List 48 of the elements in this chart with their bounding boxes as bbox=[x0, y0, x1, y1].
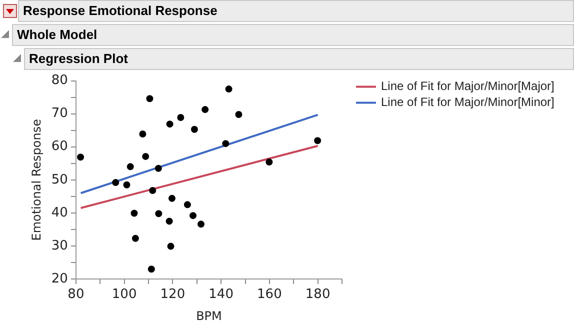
point bbox=[167, 242, 174, 250]
point bbox=[130, 210, 138, 217]
x-tick-label: 100 bbox=[112, 287, 137, 302]
y-tick-label: 40 bbox=[51, 205, 68, 220]
point bbox=[190, 126, 198, 133]
point bbox=[77, 154, 84, 161]
chart-title: Response Emotional Response bbox=[18, 0, 574, 22]
point bbox=[184, 201, 191, 208]
x-tick-label: 80 bbox=[68, 287, 84, 302]
point bbox=[225, 86, 232, 93]
legend-label: Line of Fit for Major/Minor[Major] bbox=[381, 79, 554, 94]
point bbox=[197, 220, 204, 228]
point bbox=[177, 114, 184, 121]
y-tick-label: 30 bbox=[51, 238, 68, 254]
point bbox=[166, 120, 174, 128]
point bbox=[132, 234, 139, 242]
point bbox=[149, 186, 156, 194]
chart-subtitle: Whole Model bbox=[12, 24, 574, 46]
y-axis-title: Emotional Response bbox=[29, 119, 44, 241]
point bbox=[146, 95, 154, 102]
point bbox=[155, 210, 162, 218]
point bbox=[142, 152, 150, 160]
legend-label: Line of Fit for Major/Minor[Minor] bbox=[381, 95, 554, 110]
x-tick-label: 120 bbox=[160, 287, 186, 302]
point bbox=[235, 110, 242, 118]
point bbox=[126, 163, 134, 170]
point bbox=[139, 130, 146, 138]
x-tick-label: 140 bbox=[208, 287, 234, 302]
y-tick-label: 70 bbox=[51, 106, 68, 122]
point bbox=[222, 140, 230, 148]
point bbox=[112, 179, 120, 186]
point bbox=[154, 164, 162, 172]
point bbox=[166, 218, 173, 225]
point bbox=[190, 212, 197, 220]
point bbox=[168, 194, 176, 202]
point bbox=[202, 106, 209, 114]
y-tick-label: 20 bbox=[51, 271, 68, 286]
point bbox=[314, 137, 322, 144]
x-tick-label: 180 bbox=[305, 287, 330, 302]
text: Regression Plot bbox=[24, 48, 574, 70]
x-axis-title: BPM bbox=[196, 308, 222, 323]
y-tick-label: 80 bbox=[51, 73, 68, 88]
y-tick-label: 50 bbox=[51, 172, 68, 188]
point bbox=[266, 158, 273, 166]
point bbox=[148, 266, 155, 273]
y-tick-label: 60 bbox=[51, 139, 68, 154]
point bbox=[123, 181, 130, 188]
x-tick-label: 160 bbox=[257, 287, 282, 302]
